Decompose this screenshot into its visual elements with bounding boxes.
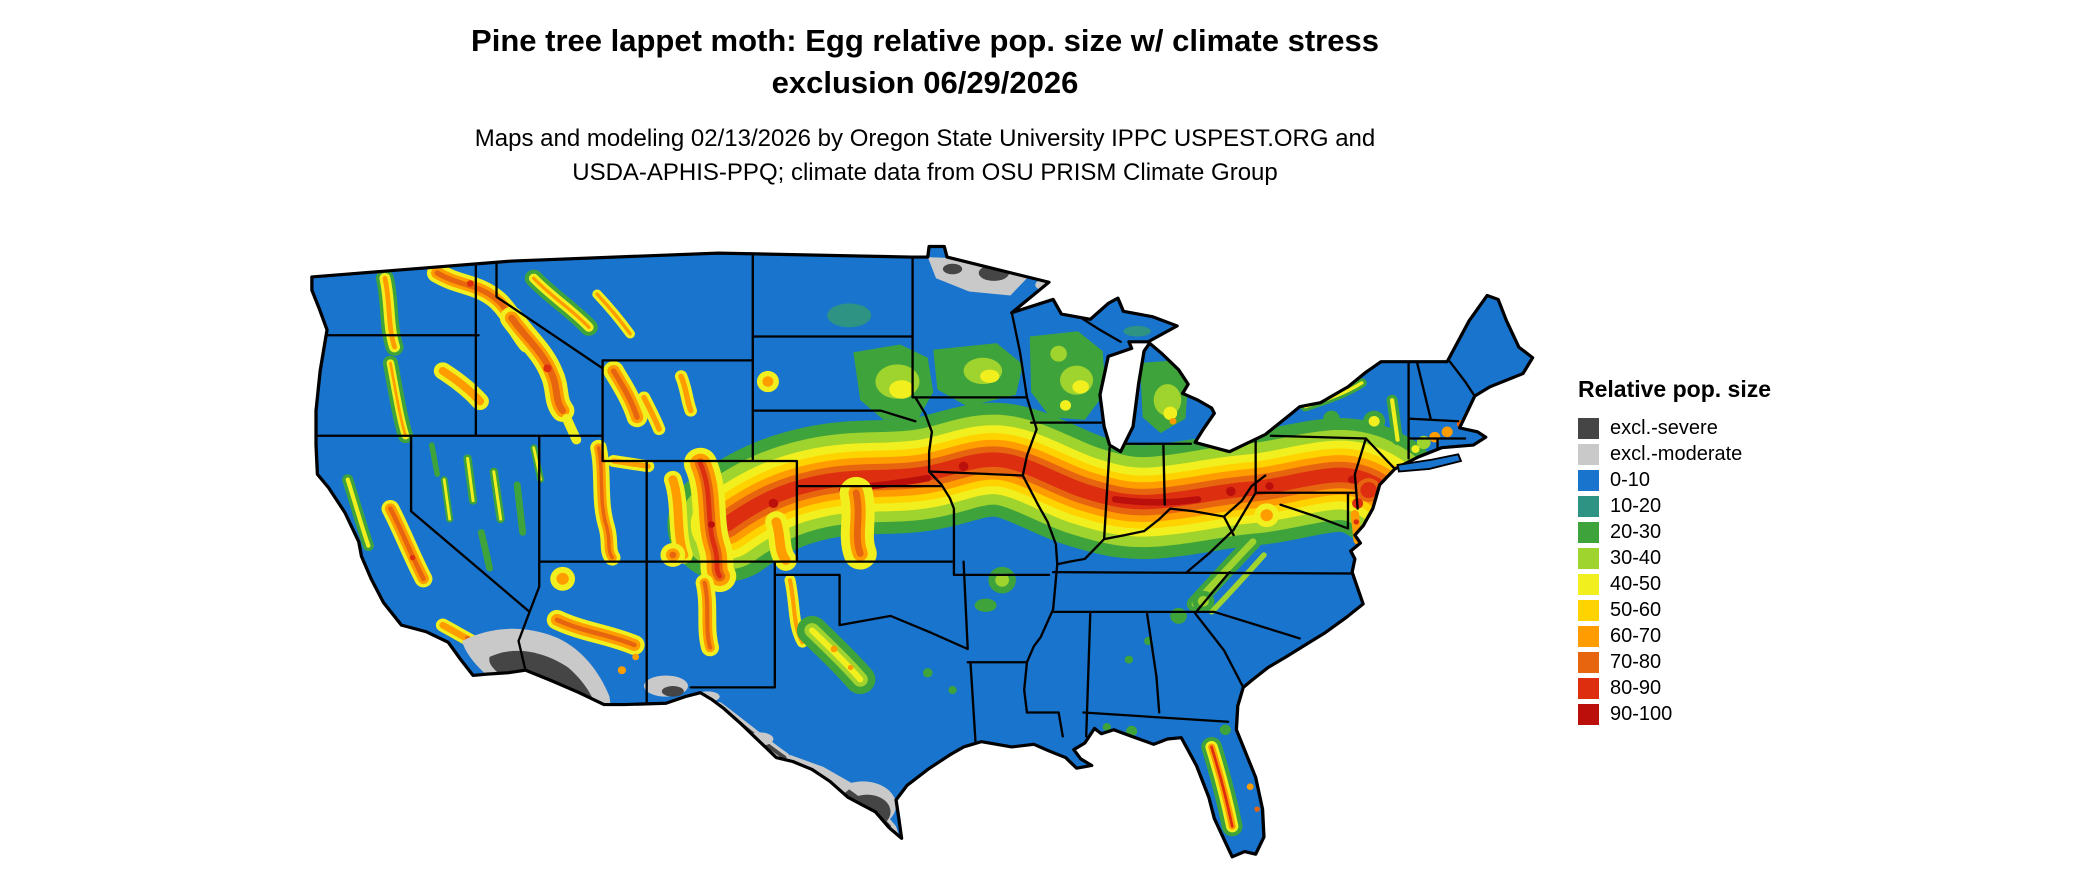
legend-items: excl.-severe excl.-moderate 0-10 10-20 20-30… [1578,415,1771,727]
legend-swatch [1578,651,1599,673]
us-outline [310,244,1535,859]
raster-western-mountains [342,263,808,657]
raster-overlay [342,257,1466,844]
raster-central-band [667,402,1442,582]
legend-item: 60-70 [1578,623,1771,649]
legend-title: Relative pop. size [1578,376,1772,402]
us-map-svg [310,244,1535,859]
map-title: Pine tree lappet moth: Egg relative pop.… [320,20,1530,104]
long-island [1396,453,1463,473]
map-subtitle-line1: Maps and modeling 02/13/2026 by Oregon S… [474,125,1376,152]
legend-label: 90-100 [1610,703,1673,725]
map-title-line1: Pine tree lappet moth: Egg relative pop.… [471,23,1379,58]
legend-swatch [1578,625,1599,647]
state-borders [314,246,1476,751]
legend-swatch [1578,599,1599,621]
legend-label: excl.-severe [1610,417,1718,439]
legend-label: 60-70 [1610,625,1662,647]
us-map [305,220,1545,882]
legend-swatch [1578,677,1599,699]
legend-item: 20-30 [1578,519,1771,545]
legend-swatch [1578,573,1599,595]
legend-item: 90-100 [1578,701,1771,727]
map-title-line2: exclusion 06/29/2026 [771,65,1079,100]
legend-item: 80-90 [1578,675,1771,701]
legend-item: 40-50 [1578,571,1771,597]
legend-swatch [1578,443,1599,465]
legend-item: 30-40 [1578,545,1771,571]
raster-south [796,566,1260,837]
legend-label: 50-60 [1610,599,1662,621]
legend-label: 0-10 [1610,469,1651,491]
legend-swatch [1578,547,1599,569]
legend-item: 0-10 [1578,467,1771,493]
legend-label: 80-90 [1610,677,1662,699]
legend-label: 20-30 [1610,521,1662,543]
legend-swatch [1578,469,1599,491]
legend-label: excl.-moderate [1610,443,1743,465]
legend: Relative pop. size excl.-severe excl.-mod… [1578,376,1771,727]
legend-swatch [1578,495,1599,517]
map-subtitle-line2: USDA-APHIS-PPQ; climate data from OSU PR… [572,159,1278,186]
legend-swatch [1578,417,1599,439]
legend-item: excl.-moderate [1578,441,1771,467]
legend-label: 10-20 [1610,495,1662,517]
legend-label: 30-40 [1610,547,1662,569]
legend-label: 40-50 [1610,573,1662,595]
legend-item: 10-20 [1578,493,1771,519]
legend-item: 70-80 [1578,649,1771,675]
legend-item: 50-60 [1578,597,1771,623]
legend-swatch [1578,703,1599,725]
legend-item: excl.-severe [1578,415,1771,441]
map-subtitle: Maps and modeling 02/13/2026 by Oregon S… [320,122,1530,190]
legend-swatch [1578,521,1599,543]
legend-label: 70-80 [1610,651,1662,673]
